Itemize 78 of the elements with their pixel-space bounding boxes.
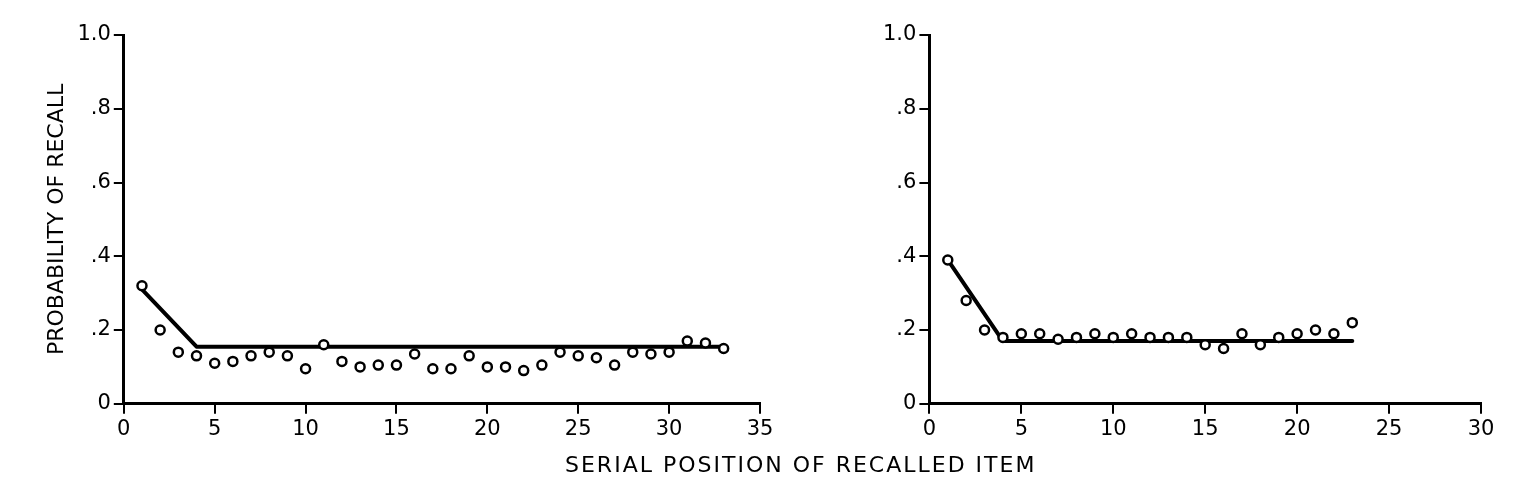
point [190, 350, 203, 362]
y-axis-title: PROBABILITY OF RECALL [42, 83, 68, 356]
point [154, 324, 166, 336]
y-tick-label: 1.0 [882, 21, 917, 46]
point [463, 350, 475, 362]
y-tick-label: .8 [896, 95, 917, 120]
point [517, 364, 530, 377]
y-tick-label: .2 [90, 316, 111, 341]
y-tick-label: .4 [90, 242, 111, 267]
point [245, 350, 257, 362]
point [390, 359, 403, 371]
point [481, 361, 494, 373]
point [1346, 316, 1359, 329]
point [608, 359, 621, 371]
point [645, 348, 657, 360]
point [536, 359, 548, 371]
point [1328, 327, 1340, 340]
point [1015, 327, 1028, 340]
x-tick-label: 20 [473, 415, 501, 440]
point [1217, 342, 1230, 355]
y-tick-label: .6 [90, 168, 111, 193]
y-tick-label: .4 [896, 242, 917, 267]
point [960, 294, 972, 307]
x-tick-label: 5 [208, 415, 222, 440]
x-tick-label: 30 [1467, 415, 1495, 440]
x-tick-label: 25 [564, 415, 592, 440]
x-tick-label: 20 [1283, 415, 1311, 440]
point [997, 331, 1009, 344]
x-tick-label: 0 [117, 415, 131, 440]
point [172, 346, 185, 358]
point [227, 355, 239, 368]
point [1181, 331, 1193, 344]
x-tick-label: 25 [1375, 415, 1403, 440]
point [1033, 327, 1046, 340]
point [590, 351, 603, 364]
y-tick-label: 1.0 [77, 21, 111, 46]
point [136, 280, 148, 292]
point [978, 324, 991, 336]
point [281, 350, 294, 362]
point [408, 348, 421, 360]
x-tick-label: 5 [1014, 415, 1029, 440]
point [208, 357, 221, 369]
point [1125, 327, 1138, 340]
point [699, 337, 712, 349]
point [717, 342, 730, 355]
x-tick-label: 15 [1191, 415, 1219, 440]
point [372, 359, 385, 371]
point [1052, 333, 1064, 346]
point [354, 361, 366, 373]
point [427, 363, 439, 375]
x-tick-label: 0 [922, 415, 937, 440]
point [1107, 331, 1120, 344]
point [572, 350, 584, 362]
point [1162, 331, 1175, 344]
point [1144, 331, 1156, 344]
x-tick-label: 35 [746, 415, 774, 440]
x-tick-label: 30 [655, 415, 683, 440]
y-tick-label: 0 [97, 390, 111, 415]
point [318, 339, 330, 351]
y-tick-label: .2 [896, 316, 917, 341]
point [299, 363, 312, 375]
point [1089, 327, 1101, 340]
point [336, 355, 348, 368]
point [1273, 331, 1285, 344]
x-tick-label: 15 [383, 415, 410, 440]
point [1309, 324, 1322, 336]
x-axis-title: SERIAL POSITION OF RECALLED ITEM [565, 452, 1037, 477]
x-tick-label: 10 [292, 415, 319, 440]
point [1236, 327, 1248, 340]
point [499, 361, 512, 373]
y-tick-label: .8 [90, 95, 111, 120]
point [942, 254, 954, 266]
point [445, 363, 457, 375]
point [1070, 331, 1083, 344]
y-tick-label: .6 [896, 168, 917, 193]
x-tick-label: 10 [1099, 415, 1127, 440]
point [1291, 327, 1303, 340]
y-tick-label: 0 [903, 390, 917, 415]
